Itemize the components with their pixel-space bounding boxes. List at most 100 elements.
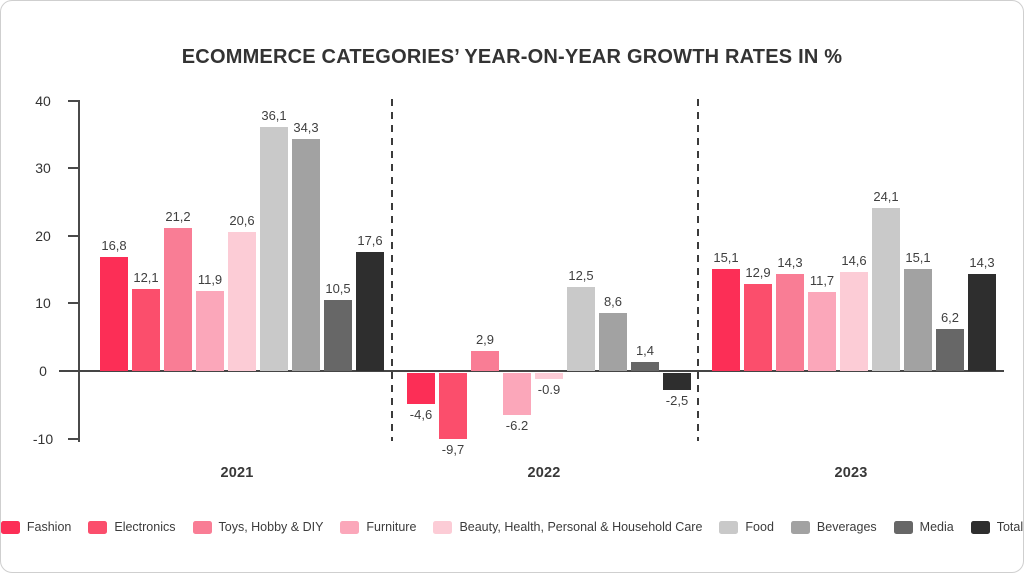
legend-label: Electronics [114, 520, 176, 534]
bar-value-label: 11,9 [197, 271, 223, 287]
legend-swatch-icon [719, 520, 739, 534]
bar-value-label: 20,6 [229, 212, 255, 228]
legend-label: Furniture [366, 520, 417, 534]
bar-2022-beverages [599, 312, 627, 371]
legend-item-total: Total [970, 520, 1024, 534]
y-axis-tick [68, 167, 78, 170]
legend-swatch-icon [893, 520, 913, 534]
chart-title: ECOMMERCE CATEGORIES’ YEAR-ON-YEAR GROWT… [181, 46, 843, 68]
bar-value-label: 6,2 [940, 310, 960, 326]
bar-2021-beverages [292, 139, 320, 371]
y-axis-tick-label: 20 [35, 227, 51, 244]
bar-value-label: 15,1 [905, 249, 931, 265]
y-axis-tick [68, 302, 78, 305]
bar-value-label: 14,3 [969, 255, 995, 271]
legend-swatch-icon [1, 520, 20, 534]
bar-value-label: 36,1 [261, 107, 287, 123]
legend-item-electronics: Electronics [88, 520, 176, 534]
bar-2023-furniture [808, 291, 836, 371]
bar-value-label: 10,5 [325, 281, 351, 297]
bar-value-label: -6.2 [505, 417, 529, 433]
bar-2023-beauty-health-personal-household-care [840, 272, 868, 371]
bar-2023-total [968, 274, 996, 371]
year-label: 2023 [834, 465, 868, 481]
y-axis-tick-label: 0 [39, 363, 47, 379]
legend-label: Total [996, 520, 1024, 534]
bar-2023-electronics [744, 283, 772, 371]
year-label: 2022 [527, 465, 561, 481]
bar-value-label: 12,5 [568, 267, 594, 283]
legend-label: Beauty, Health, Personal & Household Car… [459, 520, 703, 534]
bar-2022-media [631, 361, 659, 371]
y-axis-tick-label: 40 [35, 92, 51, 109]
year-separator-line [391, 99, 393, 441]
legend-item-beverages: Beverages [790, 520, 877, 534]
legend-swatch-icon [970, 520, 990, 534]
bar-value-label: 12,1 [133, 270, 159, 286]
bar-value-label: 11,7 [809, 272, 835, 288]
bar-2021-furniture [196, 290, 224, 371]
legend-item-toys-hobby-diy: Toys, Hobby & DIY [192, 520, 324, 534]
bar-2022-toys-hobby-diy [471, 351, 499, 371]
bar-value-label: -9,7 [441, 441, 465, 457]
y-axis-tick-label: 10 [35, 295, 51, 312]
bar-2022-fashion [407, 373, 435, 405]
y-axis-tick-label: 30 [35, 160, 51, 177]
bar-value-label: 34,3 [293, 120, 319, 136]
legend-swatch-icon [192, 520, 212, 534]
legend-item-beauty-health-personal-household-care: Beauty, Health, Personal & Household Car… [433, 520, 702, 534]
bar-2022-furniture [503, 373, 531, 415]
bar-2023-media [936, 329, 964, 371]
y-axis-line [78, 100, 80, 442]
bar-value-label: 14,6 [841, 253, 867, 269]
bar-value-label: -0.9 [537, 382, 561, 398]
legend-label: Toys, Hobby & DIY [218, 520, 324, 534]
bar-2021-total [356, 252, 384, 371]
bar-2021-fashion [100, 257, 128, 371]
bar-2022-total [663, 373, 691, 390]
legend: Fashion Electronics Toys, Hobby & DIY Furni… [1, 520, 1023, 534]
bar-2021-media [324, 300, 352, 371]
legend-label: Media [919, 520, 954, 534]
legend-item-food: Food [719, 520, 774, 534]
bar-value-label: 16,8 [101, 238, 127, 254]
bar-2022-food [567, 286, 595, 371]
y-axis-tick [68, 234, 78, 237]
bar-value-label: 21,2 [165, 208, 191, 224]
bar-2021-food [260, 126, 288, 371]
year-separator-line [697, 99, 699, 441]
year-label: 2021 [220, 465, 254, 481]
bar-2023-food [872, 208, 900, 371]
bar-2022-electronics [439, 373, 467, 439]
legend-label: Food [745, 520, 774, 534]
bar-value-label: 17,6 [357, 233, 383, 249]
bar-value-label: 24,1 [873, 189, 899, 205]
y-axis-tick [68, 99, 78, 102]
legend-label: Fashion [26, 520, 72, 534]
bar-value-label: 12,9 [745, 264, 771, 280]
y-axis-tick-label: -10 [32, 430, 54, 447]
bar-value-label: -4,6 [409, 407, 433, 423]
bar-2023-beverages [904, 268, 932, 371]
legend-swatch-icon [790, 520, 810, 534]
bar-value-label: 8,6 [603, 293, 623, 309]
x-axis-baseline [59, 370, 1004, 372]
bar-2023-fashion [712, 268, 740, 371]
legend-item-furniture: Furniture [340, 520, 416, 534]
bar-2021-toys-hobby-diy [164, 227, 192, 371]
bar-value-label: 14,3 [777, 255, 803, 271]
legend-item-fashion: Fashion [1, 520, 71, 534]
legend-label: Beverages [816, 520, 877, 534]
bar-2022-beauty-health-personal-household-care [535, 373, 563, 380]
bar-value-label: 1,4 [635, 342, 655, 358]
bar-value-label: 15,1 [713, 249, 739, 265]
bar-value-label: -2,5 [665, 392, 689, 408]
bar-2023-toys-hobby-diy [776, 274, 804, 371]
legend-swatch-icon [88, 520, 108, 534]
legend-item-media: Media [893, 520, 954, 534]
legend-swatch-icon [433, 520, 453, 534]
bar-2021-beauty-health-personal-household-care [228, 231, 256, 371]
y-axis-tick [68, 437, 78, 440]
